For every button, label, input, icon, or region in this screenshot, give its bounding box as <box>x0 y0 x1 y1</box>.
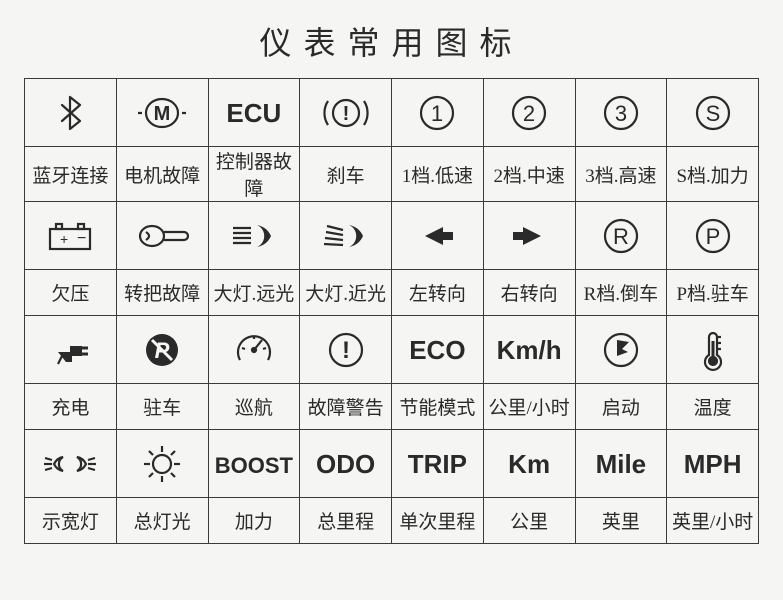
trip-icon: TRIP <box>392 430 484 498</box>
charging-label: 充电 <box>25 384 117 430</box>
start-label: 启动 <box>575 384 667 430</box>
fault-warn-icon: ! <box>300 316 392 384</box>
svg-text:!: ! <box>342 337 350 364</box>
odo-label: 总里程 <box>300 498 392 544</box>
svg-text:1: 1 <box>431 101 443 126</box>
fault-warn-label: 故障警告 <box>300 384 392 430</box>
bluetooth-icon <box>25 79 117 147</box>
left-arrow-icon <box>392 202 484 270</box>
battery-low-icon: +− <box>25 202 117 270</box>
master-light-icon <box>116 430 208 498</box>
icon-grid: M ECU! 1 2 3 S 蓝牙连接电机故障控制器故障刹车1档.低速2档.中速3档.高速S… <box>24 78 759 544</box>
high-beam-label: 大灯.远光 <box>208 270 300 316</box>
brake-icon: ! <box>300 79 392 147</box>
circled-2-label: 2档.中速 <box>483 147 575 202</box>
circled-3-icon: 3 <box>575 79 667 147</box>
km-label: 公里 <box>483 498 575 544</box>
bluetooth-label: 蓝牙连接 <box>25 147 117 202</box>
temperature-icon <box>667 316 759 384</box>
mile-icon: Mile <box>575 430 667 498</box>
position-light-icon <box>25 430 117 498</box>
kmh-label: 公里/小时 <box>483 384 575 430</box>
eco-text: ECO <box>409 335 465 365</box>
mph-text: MPH <box>684 449 742 479</box>
odo-text: ODO <box>316 449 375 479</box>
circled-2-icon: 2 <box>483 79 575 147</box>
cruise-icon <box>208 316 300 384</box>
eco-label: 节能模式 <box>392 384 484 430</box>
position-light-label: 示宽灯 <box>25 498 117 544</box>
low-beam-label: 大灯.近光 <box>300 270 392 316</box>
circled-1-label: 1档.低速 <box>392 147 484 202</box>
trip-text: TRIP <box>408 449 467 479</box>
boost-icon: BOOST <box>208 430 300 498</box>
eco-icon: ECO <box>392 316 484 384</box>
circled-p-icon: P <box>667 202 759 270</box>
odo-icon: ODO <box>300 430 392 498</box>
svg-text:S: S <box>705 101 720 126</box>
motor-fault-icon: M <box>116 79 208 147</box>
circled-3-label: 3档.高速 <box>575 147 667 202</box>
start-icon <box>575 316 667 384</box>
svg-text:R: R <box>613 224 629 249</box>
kmh-icon: Km/h <box>483 316 575 384</box>
svg-text:!: ! <box>342 103 349 125</box>
mph-label: 英里/小时 <box>667 498 759 544</box>
ecu-text: ECU <box>226 98 281 128</box>
master-light-label: 总灯光 <box>116 498 208 544</box>
circled-r-label: R档.倒车 <box>575 270 667 316</box>
mile-label: 英里 <box>575 498 667 544</box>
svg-text:+: + <box>60 231 68 247</box>
mile-text: Mile <box>596 449 647 479</box>
circled-1-icon: 1 <box>392 79 484 147</box>
circled-s-icon: S <box>667 79 759 147</box>
charging-icon <box>25 316 117 384</box>
kmh-text: Km/h <box>497 335 562 365</box>
mph-icon: MPH <box>667 430 759 498</box>
svg-text:−: − <box>77 230 86 247</box>
battery-low-label: 欠压 <box>25 270 117 316</box>
low-beam-icon <box>300 202 392 270</box>
circled-s-label: S档.加力 <box>667 147 759 202</box>
brake-label: 刹车 <box>300 147 392 202</box>
boost-label: 加力 <box>208 498 300 544</box>
cruise-label: 巡航 <box>208 384 300 430</box>
page-title: 仪表常用图标 <box>0 0 783 78</box>
right-arrow-label: 右转向 <box>483 270 575 316</box>
high-beam-icon <box>208 202 300 270</box>
throttle-fault-label: 转把故障 <box>116 270 208 316</box>
svg-text:P: P <box>705 224 720 249</box>
ecu-label: 控制器故障 <box>208 147 300 202</box>
right-arrow-icon <box>483 202 575 270</box>
km-icon: Km <box>483 430 575 498</box>
throttle-fault-icon <box>116 202 208 270</box>
trip-label: 单次里程 <box>392 498 484 544</box>
svg-text:3: 3 <box>615 101 627 126</box>
temperature-label: 温度 <box>667 384 759 430</box>
motor-fault-label: 电机故障 <box>116 147 208 202</box>
svg-text:2: 2 <box>523 101 535 126</box>
circled-r-icon: R <box>575 202 667 270</box>
parking-icon: P <box>116 316 208 384</box>
boost-text: BOOST <box>215 453 293 478</box>
ecu-icon: ECU <box>208 79 300 147</box>
circled-p-label: P档.驻车 <box>667 270 759 316</box>
parking-label: 驻车 <box>116 384 208 430</box>
svg-text:M: M <box>154 103 171 125</box>
km-text: Km <box>508 449 550 479</box>
left-arrow-label: 左转向 <box>392 270 484 316</box>
